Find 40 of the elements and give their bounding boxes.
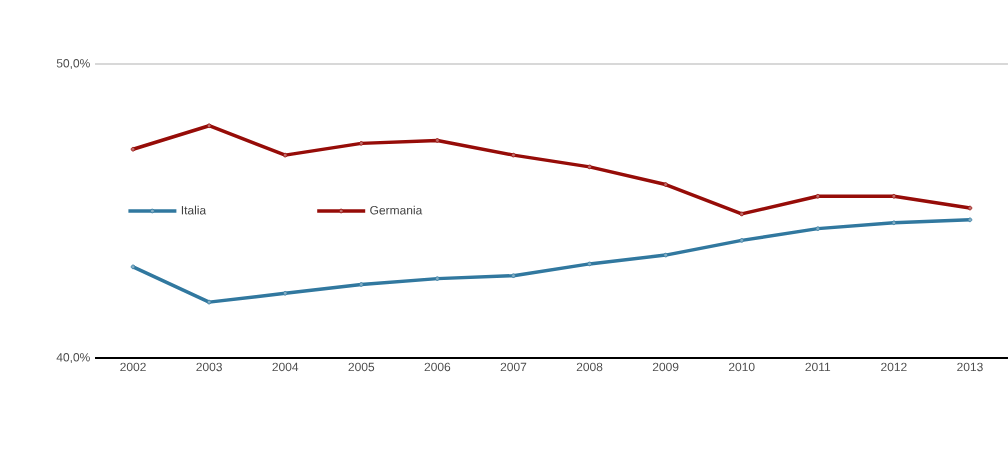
point xyxy=(739,211,744,217)
x-tick-label: 2007 xyxy=(500,362,527,372)
point xyxy=(282,152,288,158)
point xyxy=(967,217,973,223)
point xyxy=(282,291,288,296)
point xyxy=(891,194,897,199)
point xyxy=(663,252,668,258)
point xyxy=(359,282,364,287)
x-tick-label: 2005 xyxy=(348,362,375,372)
point xyxy=(511,273,516,278)
point xyxy=(891,220,897,226)
point xyxy=(130,264,136,270)
point xyxy=(587,261,592,267)
x-tick-label: 2003 xyxy=(196,362,222,372)
point xyxy=(206,123,212,128)
x-tick-label: 2010 xyxy=(728,362,755,372)
point xyxy=(435,276,440,281)
x-tick-label: 2012 xyxy=(881,362,907,372)
y-tick-label: 50,0% xyxy=(56,59,90,69)
point xyxy=(815,226,821,231)
point xyxy=(130,146,136,152)
x-tick-label: 2011 xyxy=(805,362,831,372)
x-tick-label: 2013 xyxy=(957,362,983,372)
point xyxy=(511,152,516,158)
x-tick-label: 2002 xyxy=(120,362,146,372)
point xyxy=(663,182,668,187)
point xyxy=(967,205,973,211)
x-tick-label: 2009 xyxy=(652,362,679,372)
point xyxy=(815,194,821,199)
point xyxy=(206,299,212,305)
legend-label: Germania xyxy=(370,205,423,215)
x-tick-label: 2006 xyxy=(424,362,451,372)
x-tick-label: 2008 xyxy=(576,362,603,372)
point xyxy=(587,164,592,170)
legend-label: Italia xyxy=(181,205,207,215)
point xyxy=(435,138,440,143)
y-tick-label: 40,0% xyxy=(56,353,90,363)
x-tick-label: 2004 xyxy=(272,362,299,372)
point xyxy=(359,141,364,146)
point xyxy=(739,238,744,243)
